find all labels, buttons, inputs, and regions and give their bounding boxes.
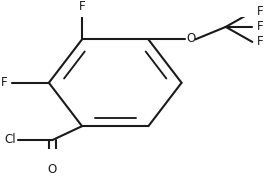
Text: F: F <box>79 0 85 13</box>
Text: F: F <box>257 20 264 33</box>
Text: F: F <box>1 76 7 89</box>
Text: O: O <box>187 32 196 45</box>
Text: F: F <box>257 5 264 18</box>
Text: Cl: Cl <box>4 133 16 146</box>
Text: F: F <box>257 35 264 48</box>
Text: O: O <box>48 163 57 176</box>
